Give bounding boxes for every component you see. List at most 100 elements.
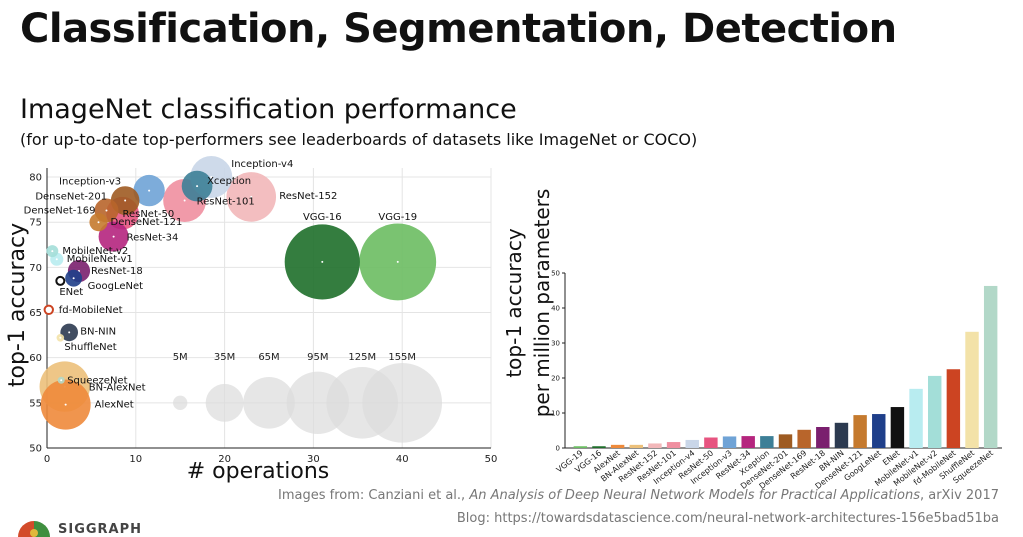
- size-legend-label-35m: 35M: [214, 352, 235, 363]
- credit-prefix: Images from: Canziani et al.,: [278, 488, 470, 503]
- x-tick-label: 10: [129, 454, 142, 465]
- bubble-center-squeezenet: [60, 379, 63, 382]
- bubble-center-densenet-201: [124, 199, 127, 202]
- point-label-densenet-201: DenseNet-201: [35, 192, 107, 203]
- point-label-resnet-152: ResNet-152: [279, 191, 337, 202]
- image-credit: Images from: Canziani et al., An Analysi…: [278, 488, 999, 503]
- credit-paper-title: An Analysis of Deep Neural Network Model…: [469, 488, 920, 503]
- point-label-resnet-50: ResNet-50: [122, 209, 174, 220]
- bar-googlenet: [872, 414, 886, 448]
- point-label-resnet-34: ResNet-34: [127, 233, 179, 244]
- bar-inception-v3: [722, 436, 737, 448]
- bar-vgg-19: [573, 446, 588, 448]
- y-tick-label: 70: [29, 263, 42, 274]
- point-label-densenet-121: DenseNet-121: [111, 217, 183, 228]
- blog-credit: Blog: https://towardsdatascience.com/neu…: [456, 511, 999, 526]
- x-tick-label: 0: [44, 454, 50, 465]
- y-tick-label: 75: [29, 218, 42, 229]
- scatter-points: [39, 156, 443, 443]
- bubble-center-inception-v4: [210, 176, 213, 179]
- bar-resnet-101: [666, 442, 681, 448]
- x-tick-label: 30: [307, 454, 320, 465]
- x-tick-label: 40: [396, 454, 409, 465]
- bubble-center-resnet-34: [112, 235, 115, 238]
- bar-vgg-16: [592, 446, 606, 448]
- size-legend-bubble-35m: [205, 383, 244, 422]
- subtitle-note: (for up-to-date top-performers see leade…: [20, 130, 698, 149]
- point-label-resnet-101: ResNet-101: [197, 197, 255, 208]
- size-legend-bubble-5m: [173, 395, 188, 410]
- point-label-googlenet: GoogLeNet: [88, 281, 144, 292]
- bar-resnet-50: [704, 437, 718, 448]
- bubble-fd-mobilenet: [43, 304, 54, 316]
- credit-suffix: , arXiv 2017: [919, 488, 999, 503]
- size-legend-bubble-155m: [362, 362, 443, 443]
- point-label-fd-mobilenet: fd-MobileNet: [59, 305, 123, 316]
- bubble-center-densenet-121: [97, 221, 100, 224]
- point-label-shufflenet: ShuffleNet: [64, 342, 116, 353]
- point-label-densenet-169: DenseNet-169: [24, 205, 96, 216]
- point-label-vgg-16: VGG-16: [303, 212, 342, 223]
- bubble-center-xception: [196, 185, 199, 188]
- point-label-squeezenet: SqueezeNet: [67, 375, 127, 386]
- bar-resnet-34: [741, 436, 755, 448]
- bubble-center-inception-v3: [148, 189, 151, 192]
- size-legend-bubble-65m: [243, 377, 295, 429]
- slide-subtitle: ImageNet classification performance: [20, 94, 517, 125]
- scatter-chart: 0 10 20 30 40 50 50 55 60 65 70 75 80 5M 35M 65M 95M 125…: [5, 156, 497, 484]
- bar-densenet-169: [797, 429, 811, 448]
- bubble-center-alexnet: [64, 403, 67, 406]
- bar-mobilenet-v1: [909, 388, 923, 448]
- y-tick-label: 55: [29, 398, 42, 409]
- bubble-center-vgg-19: [396, 260, 399, 263]
- bar-y-axis-label-line1: top-1 accuracy: [502, 228, 526, 377]
- scatter-labels: 5M 35M 65M 95M 125M 155M Inception-v4 ResNet-15…: [24, 159, 417, 411]
- bar-y-axis-label-line2: per million parameters: [530, 189, 554, 418]
- size-legend-label-155m: 155M: [388, 352, 416, 363]
- bar-densenet-201: [778, 434, 793, 448]
- bar-y-tick-label: 10: [551, 410, 560, 418]
- size-legend-label-125m: 125M: [348, 352, 376, 363]
- bar-y-tick-label: 30: [551, 340, 560, 348]
- bar-shufflenet: [965, 331, 979, 448]
- bubble-center-resnet-101: [183, 199, 186, 202]
- point-label-resnet-18: ResNet-18: [91, 266, 143, 277]
- bar-y-tick-label: 40: [551, 305, 560, 313]
- bar-alexnet: [610, 444, 625, 448]
- point-label-alexnet: AlexNet: [95, 400, 134, 411]
- size-legend-label-95m: 95M: [307, 352, 328, 363]
- logo-text: SIGGRAPH: [58, 522, 143, 537]
- bar-fd-mobilenet: [946, 369, 961, 448]
- x-tick-label: 50: [485, 454, 498, 465]
- bar-resnet-18: [816, 427, 830, 448]
- bar-bn-alexnet: [629, 444, 643, 448]
- bubble-center-googlenet: [72, 277, 75, 280]
- point-label-bn-nin: BN-NIN: [80, 326, 116, 337]
- bubble-center-resnet-152: [250, 195, 253, 198]
- bar-category-labels: VGG-19VGG-16AlexNetBN-AlexNetResNet-152R…: [555, 448, 995, 490]
- bar-squeezenet: [983, 285, 998, 448]
- point-label-inception-v4: Inception-v4: [231, 159, 293, 170]
- bubble-center-vgg-16: [321, 260, 324, 263]
- bubble-center-mobilenet-v1: [55, 258, 58, 261]
- bar-y-tick-label: 50: [551, 270, 560, 278]
- y-tick-label: 50: [29, 444, 42, 455]
- point-label-inception-v3: Inception-v3: [59, 177, 121, 188]
- y-tick-label: 80: [29, 173, 42, 184]
- bar-mobilenet-v2: [928, 375, 942, 448]
- bar-y-tick-label: 0: [556, 445, 560, 453]
- scatter-ticks: 0 10 20 30 40 50 50 55 60 65 70 75 80: [29, 173, 497, 465]
- siggraph-logo-icon: [18, 521, 50, 537]
- bubble-center-densenet-169: [105, 209, 108, 212]
- bar-densenet-121: [853, 415, 867, 448]
- bubble-center-bn-nin: [68, 331, 71, 334]
- scatter-y-axis-label: top-1 accuracy: [5, 223, 30, 387]
- point-label-bn-alexnet: BN-AlexNet: [89, 383, 146, 394]
- point-label-mobilenet-v2: MobileNet-v2: [62, 246, 128, 257]
- bar-bars: [573, 285, 998, 448]
- bar-resnet-152: [648, 443, 662, 448]
- slide-title: Classification, Segmentation, Detection: [20, 6, 897, 52]
- point-label-mobilenet-v1: MobileNet-v1: [67, 254, 133, 265]
- bar-enet: [890, 407, 905, 448]
